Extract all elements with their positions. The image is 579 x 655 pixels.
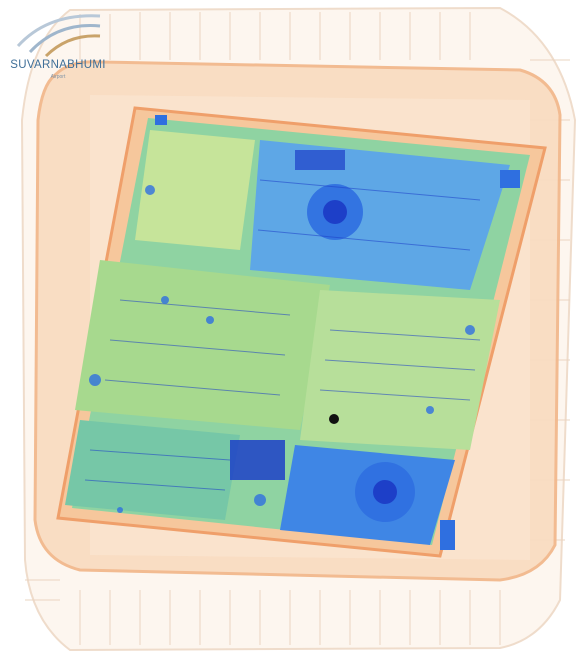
swoosh-icon — [16, 14, 101, 58]
laptop-board — [56, 106, 547, 558]
logo-subtitle: Airport — [50, 74, 66, 80]
logo-text: SUVARNABHUMI — [10, 59, 106, 71]
airport-logo: SUVARNABHUMI Airport — [8, 8, 108, 90]
board-details — [84, 115, 520, 550]
